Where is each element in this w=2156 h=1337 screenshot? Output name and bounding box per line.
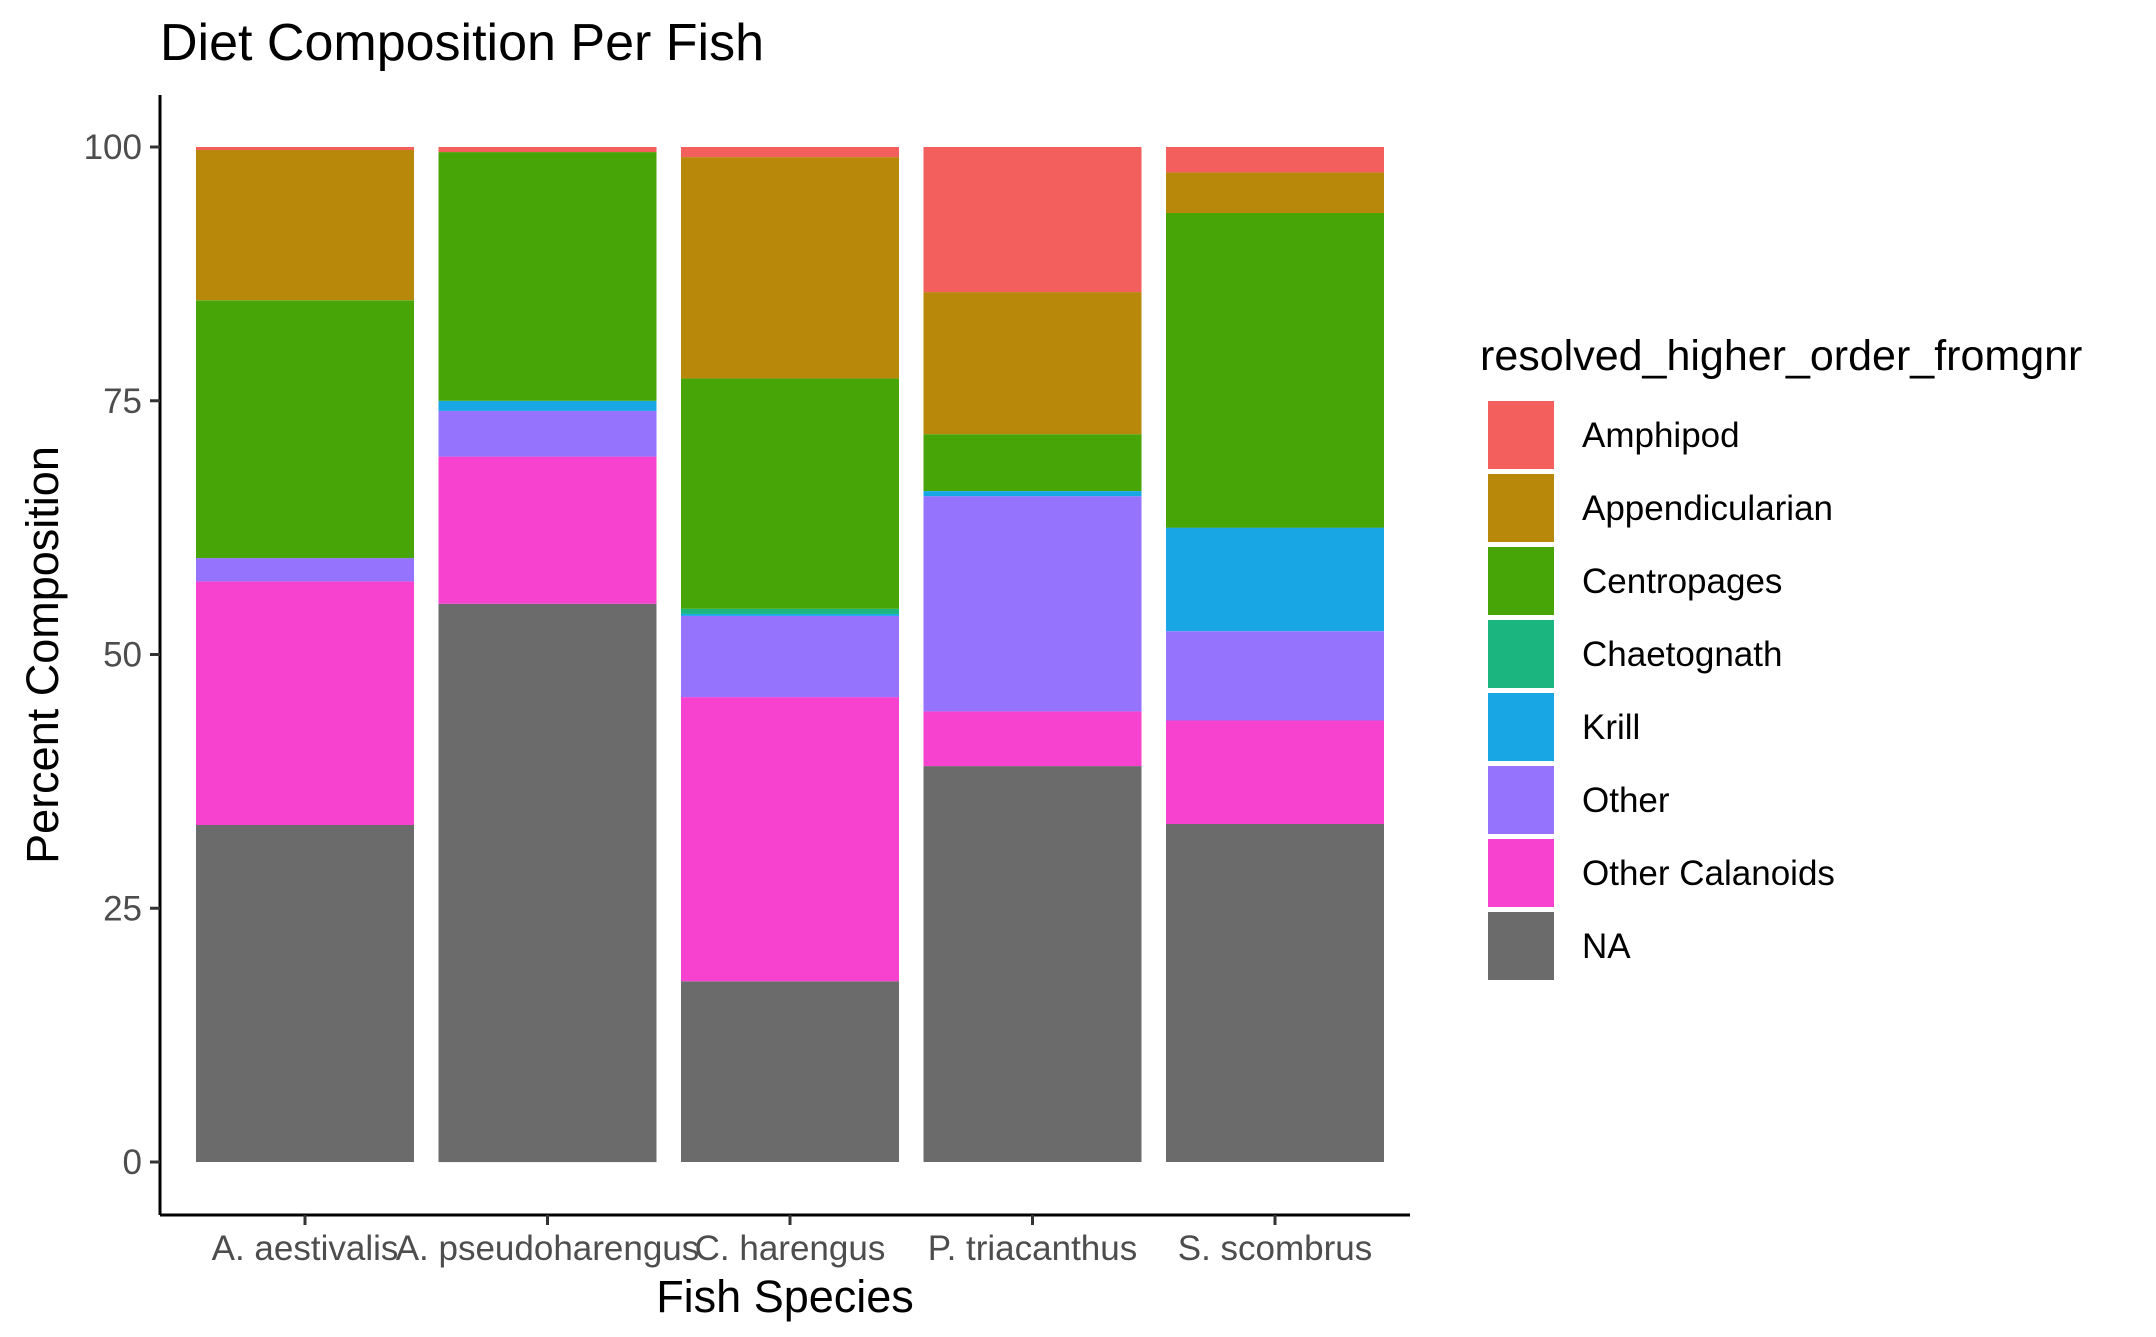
- bar-segment-p-triacanthus-na: [923, 766, 1142, 1162]
- bar-segment-a-aestivalis-other-calanoids: [196, 581, 414, 825]
- x-tick-label: S. scombrus: [1178, 1229, 1373, 1268]
- bars-layer: [196, 147, 1384, 1163]
- bar-segment-a-pseudoharengus-centropages: [438, 152, 657, 401]
- x-tick-label: P. triacanthus: [928, 1229, 1138, 1268]
- bar-segment-s-scombrus-other: [1166, 631, 1384, 721]
- y-tick-label: 25: [103, 889, 142, 928]
- bar-segment-s-scombrus-na: [1166, 824, 1384, 1162]
- bar-segment-c-harengus-centropages: [681, 378, 899, 609]
- bar-segment-p-triacanthus-krill: [923, 491, 1142, 497]
- bar-segment-p-triacanthus-other: [923, 496, 1142, 712]
- bar-segment-s-scombrus-amphipod: [1166, 147, 1384, 173]
- x-axis-title: Fish Species: [656, 1271, 914, 1322]
- bar-segment-p-triacanthus-other-calanoids: [923, 711, 1142, 767]
- bar-segment-s-scombrus-other-calanoids: [1166, 720, 1384, 824]
- chart-title: Diet Composition Per Fish: [160, 14, 764, 72]
- bar-segment-a-pseudoharengus-amphipod: [438, 147, 657, 153]
- legend-key-na: [1488, 912, 1554, 980]
- bar-segment-s-scombrus-centropages: [1166, 213, 1384, 528]
- legend-label-other-calanoids: Other Calanoids: [1582, 854, 1835, 893]
- legend-title: resolved_higher_order_fromgnr: [1480, 332, 2082, 380]
- bar-segment-c-harengus-other: [681, 615, 899, 698]
- y-tick-label: 50: [103, 636, 142, 675]
- legend-label-na: NA: [1582, 927, 1631, 966]
- legend-key-chaetognath: [1488, 620, 1554, 688]
- legend-label-appendicularian: Appendicularian: [1582, 489, 1833, 528]
- y-axis-title: Percent Composition: [17, 446, 68, 864]
- legend-key-other: [1488, 766, 1554, 834]
- bar-segment-s-scombrus-appendicularian: [1166, 172, 1384, 213]
- legend-label-centropages: Centropages: [1582, 562, 1782, 601]
- bar-segment-a-pseudoharengus-na: [438, 603, 657, 1163]
- bar-segment-p-triacanthus-amphipod: [923, 147, 1142, 293]
- legend-label-amphipod: Amphipod: [1582, 416, 1740, 455]
- legend-label-chaetognath: Chaetognath: [1582, 635, 1782, 674]
- legend-key-centropages: [1488, 547, 1554, 615]
- x-tick-label: A. pseudoharengus: [396, 1229, 700, 1268]
- bar-segment-a-aestivalis-other: [196, 558, 414, 582]
- bar-segment-c-harengus-appendicularian: [681, 157, 899, 379]
- bar-segment-a-aestivalis-amphipod: [196, 147, 414, 150]
- bar-segment-c-harengus-krill: [681, 613, 899, 616]
- bar-segment-a-pseudoharengus-other-calanoids: [438, 456, 657, 604]
- bar-segment-a-pseudoharengus-krill: [438, 400, 657, 411]
- bar-segment-s-scombrus-krill: [1166, 527, 1384, 632]
- legend-key-amphipod: [1488, 401, 1554, 469]
- legend-label-krill: Krill: [1582, 708, 1640, 747]
- y-ticks-layer: 0 25 50 75 100: [84, 128, 160, 1182]
- legend-key-appendicularian: [1488, 474, 1554, 542]
- bar-segment-a-aestivalis-centropages: [196, 300, 414, 559]
- x-tick-label: A. aestivalis: [212, 1229, 399, 1268]
- bar-segment-a-pseudoharengus-other: [438, 410, 657, 457]
- legend-key-krill: [1488, 693, 1554, 761]
- bar-segment-c-harengus-other-calanoids: [681, 697, 899, 982]
- legend: resolved_higher_order_fromgnr Amphipod Ap…: [1480, 332, 2082, 980]
- y-tick-label: 100: [84, 128, 142, 167]
- y-tick-label: 75: [103, 382, 142, 421]
- x-tick-label: C. harengus: [695, 1229, 886, 1268]
- legend-key-other-calanoids: [1488, 839, 1554, 907]
- legend-label-other: Other: [1582, 781, 1670, 820]
- bar-segment-p-triacanthus-centropages: [923, 434, 1142, 491]
- bar-segment-a-aestivalis-na: [196, 825, 414, 1162]
- y-tick-label: 0: [123, 1143, 142, 1182]
- bar-segment-c-harengus-chaetognath: [681, 608, 899, 614]
- bar-segment-c-harengus-amphipod: [681, 147, 899, 158]
- bar-segment-p-triacanthus-appendicularian: [923, 292, 1142, 435]
- bar-segment-c-harengus-na: [681, 981, 899, 1162]
- bar-segment-a-aestivalis-appendicularian: [196, 150, 414, 301]
